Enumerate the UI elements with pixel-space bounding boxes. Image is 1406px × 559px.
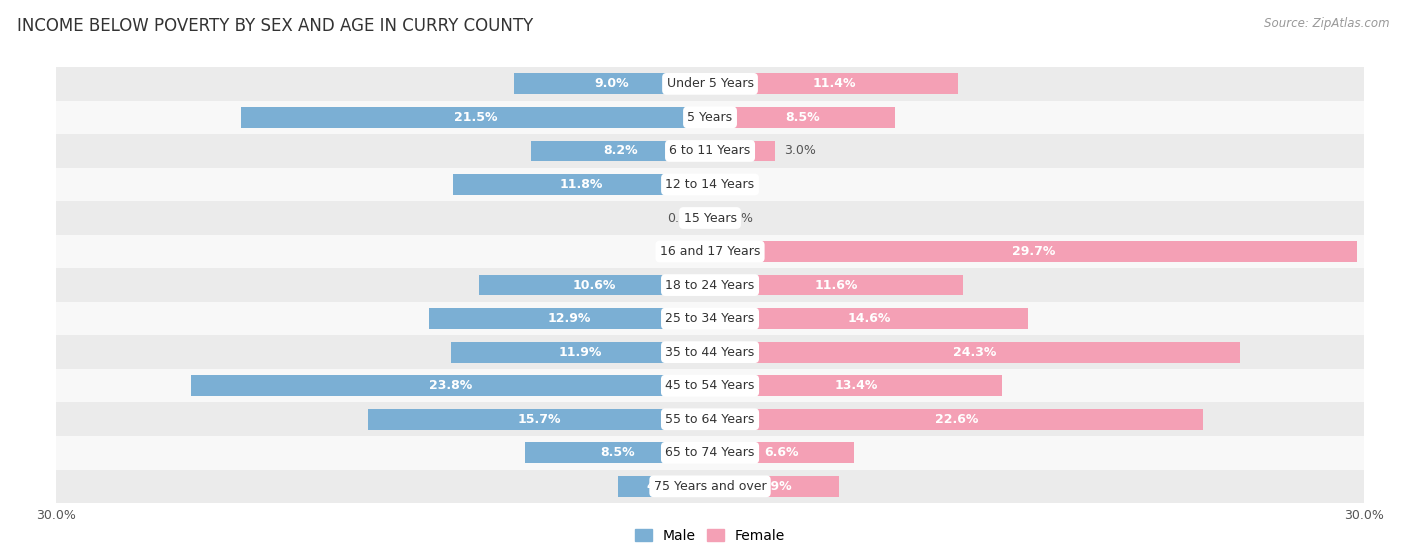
Text: INCOME BELOW POVERTY BY SEX AND AGE IN CURRY COUNTY: INCOME BELOW POVERTY BY SEX AND AGE IN C… <box>17 17 533 35</box>
Text: 35 to 44 Years: 35 to 44 Years <box>665 345 755 359</box>
Text: 23.8%: 23.8% <box>429 379 472 392</box>
Text: 0.0%: 0.0% <box>721 178 754 191</box>
Text: 25 to 34 Years: 25 to 34 Years <box>665 312 755 325</box>
Bar <box>242 107 710 128</box>
Text: 5 Years: 5 Years <box>688 111 733 124</box>
Text: 11.9%: 11.9% <box>558 345 602 359</box>
Text: 22.6%: 22.6% <box>935 413 979 426</box>
Bar <box>453 174 710 195</box>
Text: 6 to 11 Years: 6 to 11 Years <box>669 144 751 158</box>
Bar <box>710 442 853 463</box>
Bar <box>56 470 1364 503</box>
Bar <box>515 73 710 94</box>
Bar <box>531 140 710 162</box>
Bar <box>524 442 710 463</box>
Bar <box>710 308 1028 329</box>
Bar <box>710 73 959 94</box>
Bar <box>479 274 710 296</box>
Text: 21.5%: 21.5% <box>454 111 498 124</box>
Text: 5.9%: 5.9% <box>756 480 792 493</box>
Text: 11.4%: 11.4% <box>813 77 856 91</box>
Text: 0.0%: 0.0% <box>666 211 699 225</box>
Bar <box>56 335 1364 369</box>
Bar <box>710 274 963 296</box>
Text: 4.2%: 4.2% <box>647 480 682 493</box>
Bar <box>429 308 710 329</box>
Text: 18 to 24 Years: 18 to 24 Years <box>665 278 755 292</box>
Bar <box>56 268 1364 302</box>
Text: 45 to 54 Years: 45 to 54 Years <box>665 379 755 392</box>
Bar <box>451 342 710 363</box>
Text: 16 and 17 Years: 16 and 17 Years <box>659 245 761 258</box>
Bar <box>56 235 1364 268</box>
Text: 0.0%: 0.0% <box>666 245 699 258</box>
Bar <box>56 134 1364 168</box>
Legend: Male, Female: Male, Female <box>630 523 790 548</box>
Bar <box>191 375 710 396</box>
Bar <box>56 436 1364 470</box>
Bar <box>710 375 1002 396</box>
Text: 11.6%: 11.6% <box>814 278 858 292</box>
Text: 15 Years: 15 Years <box>683 211 737 225</box>
Text: 14.6%: 14.6% <box>848 312 891 325</box>
Text: 12 to 14 Years: 12 to 14 Years <box>665 178 755 191</box>
Text: 24.3%: 24.3% <box>953 345 997 359</box>
Text: 0.0%: 0.0% <box>721 211 754 225</box>
Text: 8.2%: 8.2% <box>603 144 638 158</box>
Text: 6.6%: 6.6% <box>765 446 799 459</box>
Text: 15.7%: 15.7% <box>517 413 561 426</box>
Bar <box>710 476 838 497</box>
Bar <box>56 168 1364 201</box>
Text: 12.9%: 12.9% <box>548 312 591 325</box>
Text: 9.0%: 9.0% <box>595 77 630 91</box>
Bar <box>56 402 1364 436</box>
Text: 65 to 74 Years: 65 to 74 Years <box>665 446 755 459</box>
Text: 8.5%: 8.5% <box>786 111 820 124</box>
Bar <box>56 369 1364 402</box>
Bar <box>619 476 710 497</box>
Bar <box>710 409 1202 430</box>
Bar <box>710 241 1357 262</box>
Bar <box>56 201 1364 235</box>
Bar <box>56 101 1364 134</box>
Text: 10.6%: 10.6% <box>572 278 616 292</box>
Text: 3.0%: 3.0% <box>785 144 815 158</box>
Bar <box>56 67 1364 101</box>
Bar <box>710 140 776 162</box>
Text: Under 5 Years: Under 5 Years <box>666 77 754 91</box>
Text: 11.8%: 11.8% <box>560 178 603 191</box>
Bar <box>368 409 710 430</box>
Text: Source: ZipAtlas.com: Source: ZipAtlas.com <box>1264 17 1389 30</box>
Text: 55 to 64 Years: 55 to 64 Years <box>665 413 755 426</box>
Text: 75 Years and over: 75 Years and over <box>654 480 766 493</box>
Bar <box>56 302 1364 335</box>
Bar <box>710 107 896 128</box>
Text: 8.5%: 8.5% <box>600 446 634 459</box>
Text: 29.7%: 29.7% <box>1012 245 1056 258</box>
Text: 13.4%: 13.4% <box>834 379 877 392</box>
Bar <box>710 342 1240 363</box>
